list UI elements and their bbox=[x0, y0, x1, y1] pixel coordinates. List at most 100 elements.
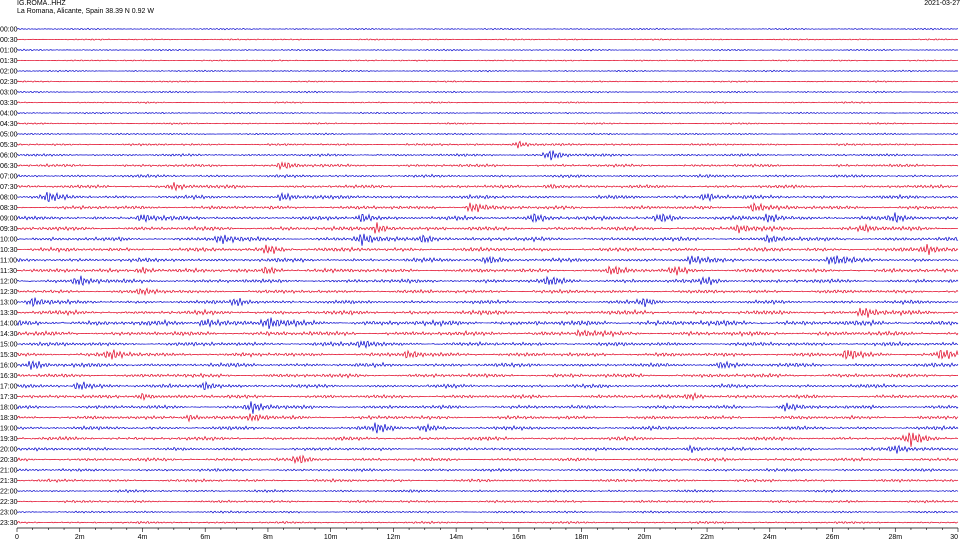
row-label: 12:30 bbox=[0, 289, 18, 296]
trace-row-1200 bbox=[16, 275, 959, 287]
trace-row-1800 bbox=[16, 401, 959, 414]
trace-row-1730 bbox=[16, 392, 959, 402]
row-label: 22:30 bbox=[0, 499, 18, 506]
row-label: 01:30 bbox=[0, 58, 18, 65]
row-label: 07:00 bbox=[0, 174, 18, 181]
x-tick-label: 20m bbox=[638, 534, 652, 540]
x-tick-label: 6m bbox=[200, 534, 210, 540]
row-label: 23:30 bbox=[0, 520, 18, 527]
row-label: 21:00 bbox=[0, 468, 18, 475]
trace-row-0030 bbox=[16, 38, 959, 41]
trace-row-2100 bbox=[16, 467, 959, 473]
row-label: 02:30 bbox=[0, 79, 18, 86]
trace-row-1530 bbox=[16, 349, 959, 360]
x-tick-label: 2m bbox=[75, 534, 85, 540]
trace-row-0400 bbox=[16, 111, 959, 115]
row-label: 09:00 bbox=[0, 216, 18, 223]
row-label: 04:00 bbox=[0, 111, 18, 118]
trace-row-0100 bbox=[16, 48, 959, 52]
x-tick-label: 0 bbox=[15, 534, 19, 540]
trace-row-0830 bbox=[16, 202, 959, 213]
trace-row-0700 bbox=[16, 173, 959, 179]
row-label-layer: 00:00 00:30 01:00 01:30 02:00 02:30 03:00 03:30… bbox=[0, 27, 18, 528]
trace-row-0900 bbox=[16, 212, 959, 224]
row-label: 00:30 bbox=[0, 37, 18, 44]
trace-row-0930 bbox=[16, 222, 959, 234]
x-tick-label: 26m bbox=[826, 534, 840, 540]
trace-row-0230 bbox=[16, 80, 959, 83]
row-label: 05:00 bbox=[0, 132, 18, 139]
trace-row-2300 bbox=[16, 510, 959, 514]
trace-row-0430 bbox=[16, 122, 959, 126]
trace-row-2000 bbox=[16, 444, 959, 454]
row-label: 20:00 bbox=[0, 447, 18, 454]
trace-layer bbox=[16, 27, 959, 525]
x-tick-label: 8m bbox=[263, 534, 273, 540]
trace-row-1900 bbox=[16, 422, 959, 434]
trace-row-0330 bbox=[16, 100, 959, 104]
trace-row-0200 bbox=[16, 69, 959, 73]
trace-row-1130 bbox=[16, 265, 959, 276]
trace-row-0630 bbox=[16, 161, 959, 171]
trace-row-1000 bbox=[16, 233, 959, 246]
row-label: 01:00 bbox=[0, 48, 18, 55]
trace-row-2230 bbox=[16, 499, 959, 504]
x-tick-label: 4m bbox=[138, 534, 148, 540]
row-label: 06:00 bbox=[0, 153, 18, 160]
record-date: 2021-03-27 bbox=[924, 0, 960, 7]
x-tick-label: 28m bbox=[888, 534, 902, 540]
x-tick-label: 16m bbox=[512, 534, 526, 540]
time-axis: 0 2m 4m 6m 8m 10m 12m 14m 16m 18m 20m 22m 24m 26m 28m 3… bbox=[15, 527, 959, 540]
x-tick-label: 24m bbox=[763, 534, 777, 540]
station-location: La Romana, Alicante, Spain 38.39 N 0.92 … bbox=[17, 8, 154, 15]
x-tick-label: 18m bbox=[575, 534, 589, 540]
row-label: 13:00 bbox=[0, 300, 18, 307]
trace-row-1500 bbox=[16, 340, 959, 349]
row-label: 22:00 bbox=[0, 489, 18, 496]
row-label: 14:00 bbox=[0, 321, 18, 328]
trace-row-1700 bbox=[16, 380, 959, 390]
row-label: 23:00 bbox=[0, 510, 18, 517]
row-label: 00:00 bbox=[0, 27, 18, 34]
trace-row-1430 bbox=[16, 329, 959, 338]
row-label: 09:30 bbox=[0, 226, 18, 233]
row-label: 11:00 bbox=[0, 258, 17, 265]
row-label: 21:30 bbox=[0, 478, 18, 485]
trace-row-0130 bbox=[16, 59, 959, 62]
trace-row-1400 bbox=[16, 317, 959, 330]
row-label: 16:00 bbox=[0, 363, 18, 370]
row-label: 06:30 bbox=[0, 163, 18, 170]
trace-row-1630 bbox=[16, 372, 959, 379]
row-label: 14:30 bbox=[0, 331, 18, 338]
row-label: 13:30 bbox=[0, 310, 18, 317]
trace-row-1300 bbox=[16, 297, 959, 308]
row-label: 03:30 bbox=[0, 100, 18, 107]
x-tick-label: 10m bbox=[324, 534, 338, 540]
row-label: 10:00 bbox=[0, 237, 18, 244]
trace-row-1230 bbox=[16, 287, 959, 297]
row-label: 19:00 bbox=[0, 426, 18, 433]
x-tick-label: 14m bbox=[449, 534, 463, 540]
row-label: 08:00 bbox=[0, 195, 18, 202]
trace-row-1330 bbox=[16, 307, 959, 318]
row-label: 11:30 bbox=[0, 268, 17, 275]
row-label: 02:00 bbox=[0, 69, 18, 76]
row-label: 17:30 bbox=[0, 394, 18, 401]
trace-row-1930 bbox=[16, 432, 959, 447]
row-label: 03:00 bbox=[0, 90, 18, 97]
trace-row-1830 bbox=[16, 413, 959, 423]
row-label: 18:30 bbox=[0, 415, 18, 422]
trace-row-0730 bbox=[16, 182, 959, 192]
trace-row-1100 bbox=[16, 255, 959, 265]
trace-row-0530 bbox=[16, 140, 959, 149]
station-id: IG.ROMA..HHZ bbox=[17, 0, 66, 7]
row-label: 16:30 bbox=[0, 373, 18, 380]
trace-row-0800 bbox=[16, 191, 959, 203]
trace-row-0300 bbox=[16, 90, 959, 94]
trace-row-2330 bbox=[16, 520, 959, 525]
trace-row-0600 bbox=[16, 150, 959, 161]
row-label: 15:30 bbox=[0, 352, 18, 359]
row-label: 08:30 bbox=[0, 205, 18, 212]
trace-row-2130 bbox=[16, 477, 959, 483]
